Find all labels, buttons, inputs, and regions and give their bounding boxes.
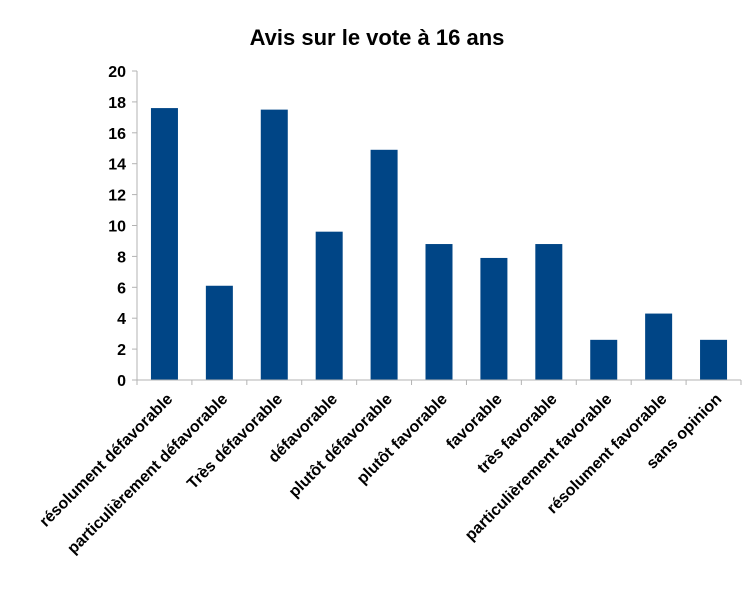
bar: [260, 109, 288, 380]
y-axis-ticks: 0 2 4 6 8 10 12 14 16 18 20: [108, 64, 137, 390]
x-tick-label: plutôt défavorable: [286, 391, 396, 501]
bar: [425, 244, 453, 380]
y-tick-label: 20: [108, 64, 126, 81]
bar: [645, 313, 673, 380]
y-tick-label: 8: [117, 249, 126, 266]
y-tick-label: 14: [108, 157, 126, 174]
y-tick-label: 0: [117, 373, 126, 390]
bar: [205, 285, 233, 380]
x-tick-label: Très défavorable: [184, 391, 286, 493]
bar: [370, 149, 398, 380]
chart-title: Avis sur le vote à 16 ans: [250, 25, 505, 50]
bar: [700, 339, 728, 380]
y-tick-label: 16: [108, 126, 126, 143]
y-tick-label: 18: [108, 95, 126, 112]
bar: [150, 108, 178, 380]
bar: [480, 257, 508, 380]
y-tick-label: 4: [117, 311, 126, 328]
y-tick-label: 2: [117, 342, 126, 359]
y-tick-label: 6: [117, 280, 126, 297]
bar: [315, 231, 343, 380]
y-tick-label: 12: [108, 188, 126, 205]
bar: [535, 244, 563, 380]
y-tick-label: 10: [108, 219, 126, 236]
bars: [150, 108, 728, 380]
bar: [590, 339, 618, 380]
